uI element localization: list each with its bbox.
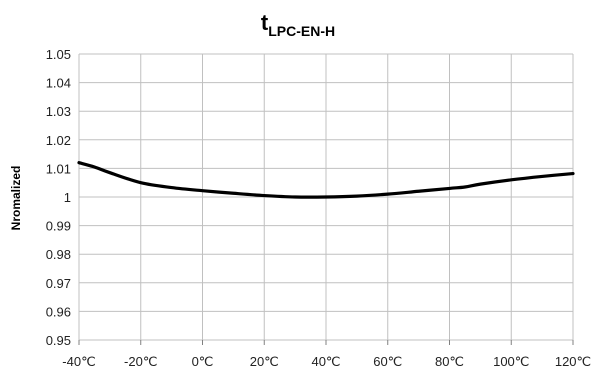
x-tick-label: 60℃: [373, 354, 402, 369]
y-tick-label: 1.01: [46, 161, 71, 176]
x-tick-label: -40℃: [62, 354, 95, 369]
x-tick-label: 120℃: [555, 354, 591, 369]
y-tick-label: 0.96: [46, 304, 71, 319]
chart-title-main: t: [261, 10, 269, 35]
y-tick-label: 1.03: [46, 104, 71, 119]
chart-title: tLPC-EN-H: [261, 10, 335, 39]
y-tick-label: 1: [64, 190, 71, 205]
y-tick-label: 1.04: [46, 76, 71, 91]
series-group: [77, 161, 575, 199]
x-tick-label: -20℃: [124, 354, 157, 369]
y-tick-label: 0.97: [46, 276, 71, 291]
grid-lines: [78, 53, 574, 345]
y-tick-labels: 0.95 0.96 0.97 0.98 0.99 1 1.01 1.02 1.03 1.04 1.0…: [46, 47, 71, 348]
y-tick-label: 1.02: [46, 133, 71, 148]
x-tick-label: 20℃: [250, 354, 279, 369]
y-tick-label: 1.05: [46, 47, 71, 62]
x-tick-label: 40℃: [311, 354, 340, 369]
y-tick-label: 0.98: [46, 247, 71, 262]
y-tick-label: 0.99: [46, 219, 71, 234]
y-tick-label: 0.95: [46, 333, 71, 348]
x-tick-label: 100℃: [493, 354, 529, 369]
x-tick-labels: -40℃ -20℃ 0℃ 20℃ 40℃ 60℃ 80℃ 100℃ 120℃: [62, 354, 591, 369]
x-tick-label: 0℃: [192, 354, 214, 369]
series-line: [77, 161, 575, 199]
x-tick-label: 80℃: [435, 354, 464, 369]
chart-title-subscript: LPC-EN-H: [268, 23, 335, 39]
y-axis-label: Nromalized: [9, 166, 23, 231]
